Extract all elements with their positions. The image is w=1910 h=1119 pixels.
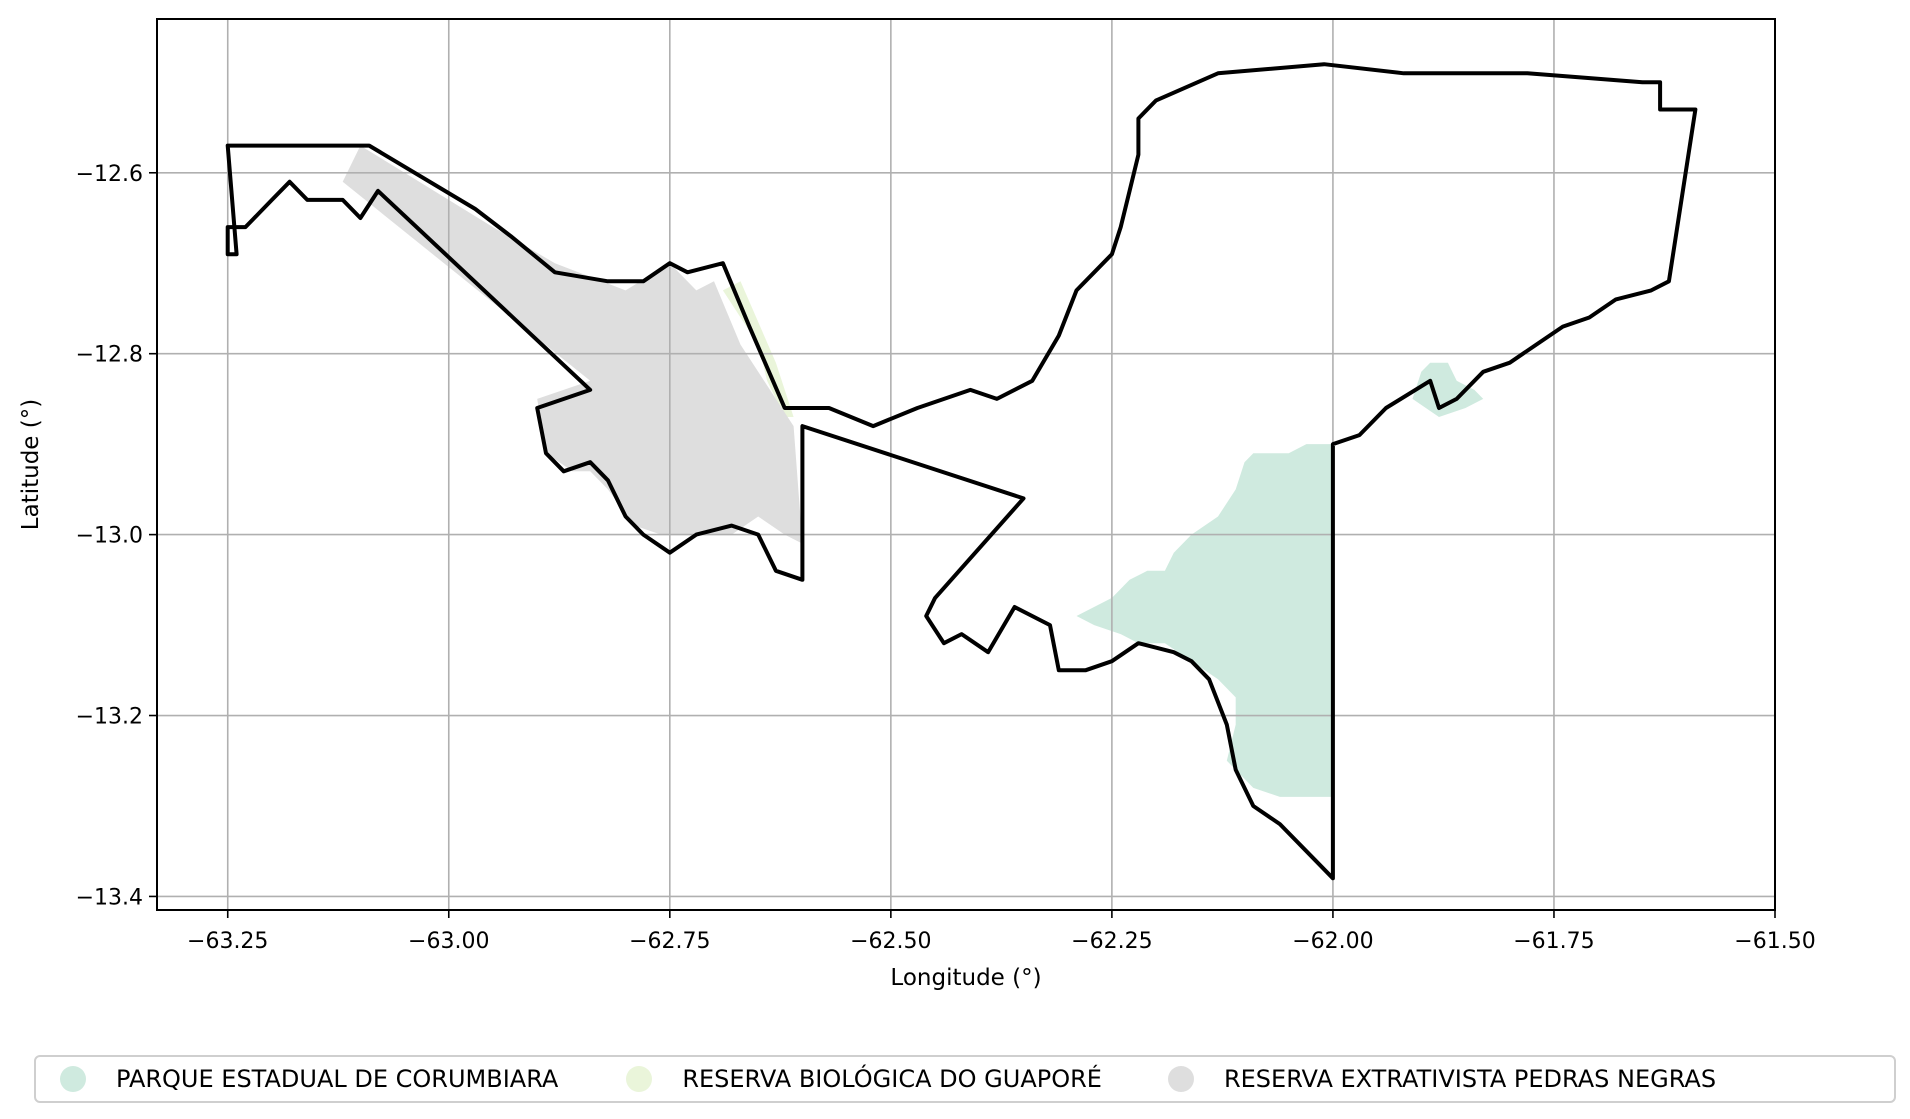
boundary-ring-0: [225, 62, 1698, 881]
y-tick-label-4: −13.4: [76, 885, 143, 910]
area-polygon-0-1: [1412, 362, 1484, 417]
y-tick-label-3: −13.2: [76, 705, 143, 730]
x-tick-label-0: −63.25: [187, 929, 268, 954]
legend-item-reserva-guapore: RESERVA BIOLÓGICA DO GUAPORÉ: [626, 1065, 1102, 1093]
y-tick-label-1: −12.8: [76, 343, 143, 368]
legend-item-reserva-pedras-negras: RESERVA EXTRATIVISTA PEDRAS NEGRAS: [1167, 1065, 1717, 1093]
legend-swatch-reserva-pedras-negras: [1167, 1066, 1194, 1092]
x-axis-label: Longitude (°): [890, 965, 1041, 991]
x-tick-label-6: −61.75: [1513, 929, 1594, 954]
legend-swatch-reserva-guapore: [626, 1066, 653, 1092]
legend-label-reserva-guapore: RESERVA BIOLÓGICA DO GUAPORÉ: [682, 1065, 1102, 1093]
x-tick-label-3: −62.50: [850, 929, 931, 954]
x-tick-label-7: −61.50: [1734, 929, 1815, 954]
area-polygon-0-0: [1076, 444, 1333, 797]
x-axis-ticks: −63.25 −63.00 −62.75 −62.50 −62.25 −62.00 −61.…: [187, 910, 1816, 954]
y-tick-label-2: −13.0: [76, 524, 143, 549]
x-tick-label-1: −63.00: [408, 929, 489, 954]
legend-item-parque-corumbiara: PARQUE ESTADUAL DE CORUMBIARA: [60, 1065, 558, 1093]
protected-areas-layer: [342, 145, 1484, 797]
x-tick-label-2: −62.75: [629, 929, 710, 954]
grid-lines: [157, 19, 1776, 910]
boundary-outline: [225, 62, 1698, 881]
area-polygon-2-0: [342, 145, 803, 544]
x-tick-label-4: −62.25: [1071, 929, 1152, 954]
x-tick-label-5: −62.00: [1292, 929, 1373, 954]
y-axis-ticks: −12.6 −12.8 −13.0 −13.2 −13.4: [76, 162, 157, 910]
y-tick-label-0: −12.6: [76, 162, 143, 187]
plot-frame: [156, 18, 1776, 911]
legend-label-parque-corumbiara: PARQUE ESTADUAL DE CORUMBIARA: [116, 1065, 559, 1093]
y-axis-label: Latitude (°): [18, 399, 44, 530]
legend: PARQUE ESTADUAL DE CORUMBIARA RESERVA BI…: [34, 1055, 1896, 1103]
legend-swatch-parque-corumbiara: [60, 1066, 86, 1092]
legend-label-reserva-pedras-negras: RESERVA EXTRATIVISTA PEDRAS NEGRAS: [1223, 1065, 1717, 1093]
